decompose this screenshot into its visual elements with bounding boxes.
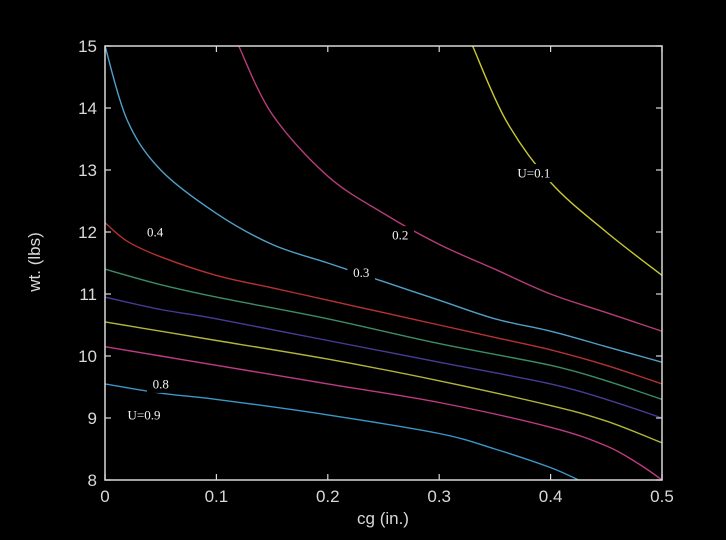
y-tick-label: 15: [78, 37, 97, 56]
x-tick-label: 0.4: [539, 487, 563, 506]
contour-label: 0.4: [147, 225, 164, 240]
y-axis-title: wt. (lbs): [25, 232, 44, 293]
contour-label: 0.8: [153, 376, 169, 391]
x-tick-label: 0.1: [205, 487, 229, 506]
y-ticks: 8 9 10 11 12 13 14 15: [78, 37, 662, 490]
contour-label: U=0.1: [517, 166, 550, 181]
y-tick-label: 13: [78, 161, 97, 180]
contour-label: 0.3: [353, 265, 369, 280]
contour-label-background: [386, 226, 415, 245]
contour-label-background: [347, 263, 376, 282]
contour-line-7: [105, 321, 662, 444]
y-tick-label: 10: [78, 347, 97, 366]
y-tick-label: 11: [79, 285, 97, 304]
contour-line-1: [471, 46, 662, 276]
x-tick-label: 0.5: [650, 487, 674, 506]
contour-label: 0.2: [392, 228, 408, 243]
contour-label: U=0.9: [127, 407, 160, 422]
y-tick-label: 8: [88, 471, 97, 490]
contour-line-5: [105, 268, 662, 401]
contour-line-9: [105, 383, 579, 480]
x-axis-title: cg (in.): [357, 509, 409, 528]
axes-frame: [104, 45, 663, 481]
x-tick-label: 0.3: [427, 487, 451, 506]
x-ticks: 0 0.1 0.2 0.3 0.4 0.5: [100, 46, 674, 506]
axes: [104, 45, 663, 481]
contour-labels: U=0.1 0.2 0.3 0.4 0.8 U=0.9: [122, 164, 555, 424]
contour-label-background: [122, 405, 165, 424]
x-tick-label: 0: [100, 487, 109, 506]
contour-line-4: [105, 222, 662, 385]
y-tick-label: 14: [78, 99, 97, 118]
contour-line-6: [105, 296, 662, 419]
contour-label-background: [141, 223, 169, 241]
y-tick-label: 9: [88, 409, 97, 428]
contour-label-background: [512, 164, 555, 183]
contour-label-background: [146, 374, 175, 393]
x-tick-label: 0.2: [316, 487, 340, 506]
contour-line-8: [105, 346, 662, 480]
contour-line-2: [238, 46, 662, 332]
y-tick-label: 12: [78, 223, 97, 242]
